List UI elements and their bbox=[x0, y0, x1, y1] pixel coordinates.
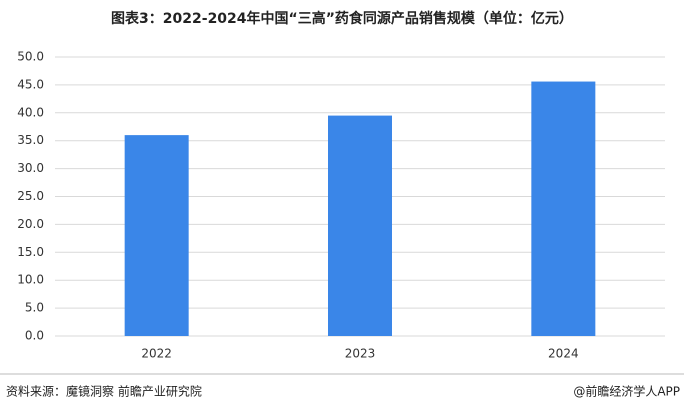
x-tick-label: 2024 bbox=[548, 347, 579, 361]
y-tick-label: 25.0 bbox=[17, 189, 44, 203]
chart-title: 图表3：2022-2024年中国“三高”药食同源产品销售规模（单位：亿元） bbox=[111, 10, 573, 27]
x-tick-label: 2023 bbox=[345, 347, 376, 361]
source-note: 资料来源：魔镜洞察 前瞻产业研究院 bbox=[6, 384, 202, 399]
x-tick-label: 2022 bbox=[141, 347, 172, 361]
bar bbox=[328, 115, 392, 336]
y-tick-label: 15.0 bbox=[17, 245, 44, 259]
y-tick-label: 45.0 bbox=[17, 77, 44, 91]
y-tick-label: 30.0 bbox=[17, 161, 44, 175]
credit: @前瞻经济学人APP bbox=[573, 384, 680, 399]
y-tick-label: 0.0 bbox=[25, 329, 44, 343]
y-tick-label: 20.0 bbox=[17, 217, 44, 231]
y-tick-label: 40.0 bbox=[17, 105, 44, 119]
bar bbox=[531, 81, 596, 336]
y-tick-label: 35.0 bbox=[17, 133, 44, 147]
y-tick-label: 5.0 bbox=[25, 301, 44, 315]
y-tick-label: 10.0 bbox=[17, 273, 44, 287]
y-tick-label: 50.0 bbox=[17, 50, 44, 64]
bar bbox=[124, 135, 189, 336]
